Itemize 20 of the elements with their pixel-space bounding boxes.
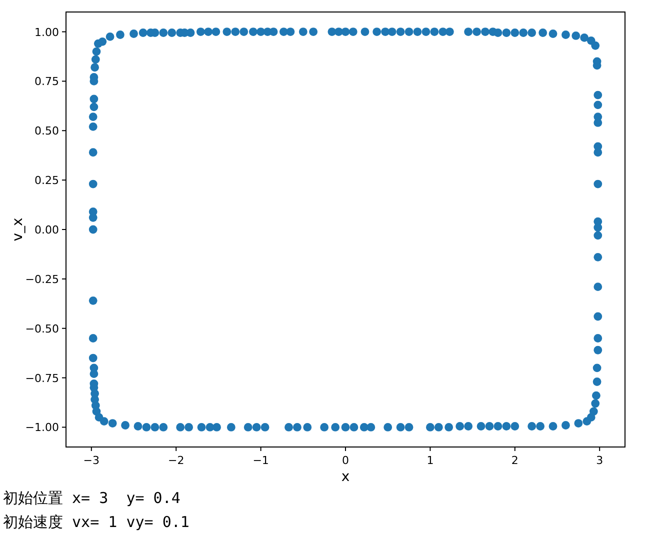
x-tick-label: 0	[342, 454, 349, 467]
x-tick-label: 2	[511, 454, 518, 467]
x-tick-label: 3	[596, 454, 604, 467]
y-axis-title: v_x	[10, 218, 26, 242]
y-tick-label: −1.00	[25, 421, 59, 434]
y-tick-label: −0.50	[25, 322, 59, 336]
y-tick-label: 0.50	[34, 124, 59, 138]
y-tick-label: 0.75	[34, 75, 59, 88]
y-tick-label: −0.75	[25, 372, 59, 385]
x-tick-label: −3	[83, 454, 100, 467]
x-axis-title: x	[341, 469, 350, 485]
x-tick-label: −2	[168, 454, 184, 467]
y-tick-label: 0.25	[34, 174, 59, 188]
y-tick-label: 0.00	[34, 224, 59, 236]
text: 初始位置 x= 3 y= 0.4	[3, 489, 180, 507]
y-tick-label: −0.25	[25, 272, 59, 286]
text: 初始速度 vx= 1 vy= 0.1	[3, 513, 190, 531]
x-tick-label: 1	[426, 454, 434, 467]
y-tick-label: 1.00	[34, 26, 59, 39]
x-tick-label: −1	[252, 454, 269, 467]
